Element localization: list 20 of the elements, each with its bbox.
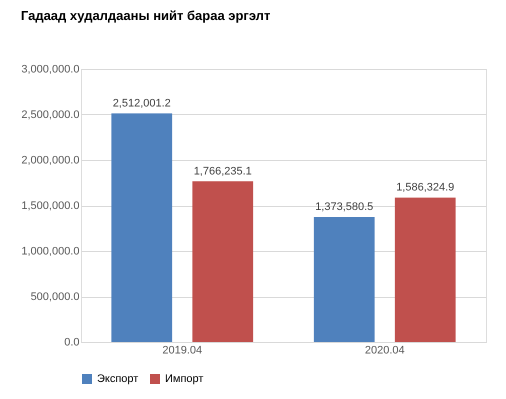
chart-title: Гадаад худалдааны нийт бараа эргэлт <box>20 8 270 23</box>
x-tick-label: 2019.04 <box>162 344 202 356</box>
data-label: 1,586,324.9 <box>396 182 454 194</box>
legend-label: Экспорт <box>97 373 138 385</box>
y-tick-label: 2,000,000.0 <box>21 154 80 166</box>
bar <box>314 217 375 342</box>
y-tick-label: 2,500,000.0 <box>21 109 80 121</box>
legend-label: Импорт <box>165 373 204 385</box>
y-tick-label: 0.0 <box>64 336 80 348</box>
bar <box>111 113 172 342</box>
data-label: 1,373,580.5 <box>315 201 374 214</box>
bar <box>192 181 254 342</box>
y-tick-label: 1,500,000.0 <box>21 200 80 212</box>
bar <box>394 198 456 342</box>
y-tick-label: 3,000,000.0 <box>21 64 80 76</box>
y-tick-label: 1,000,000.0 <box>21 246 80 258</box>
data-label: 2,512,001.2 <box>112 97 171 110</box>
data-label: 1,766,235.1 <box>194 165 252 178</box>
y-tick-label: 500,000.0 <box>30 291 80 303</box>
x-tick-label: 2020.04 <box>364 344 405 356</box>
